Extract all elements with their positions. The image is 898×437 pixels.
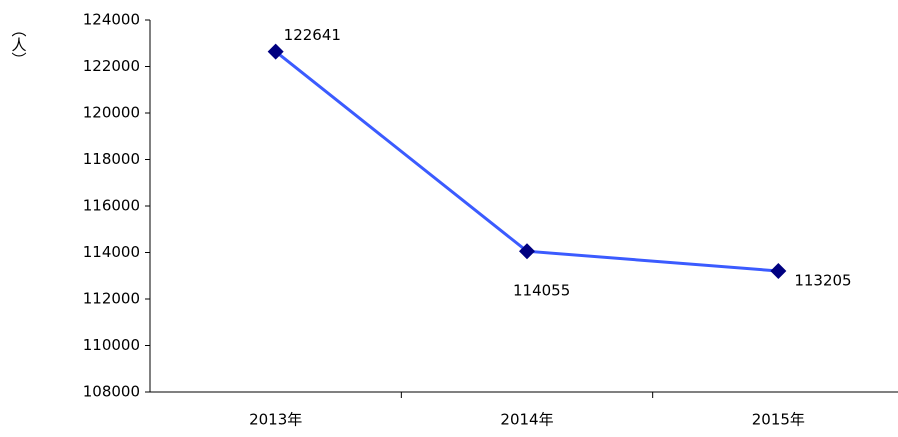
marker bbox=[519, 243, 535, 260]
y-tick-label: 108000 bbox=[83, 383, 140, 401]
y-tick-label: 122000 bbox=[83, 57, 140, 75]
y-tick-label: 116000 bbox=[83, 197, 140, 215]
x-tick-label: 2013年 bbox=[249, 411, 302, 429]
x-tick-label: 2014年 bbox=[500, 411, 553, 429]
y-tick-label: 120000 bbox=[83, 104, 140, 122]
marker bbox=[267, 43, 284, 60]
line bbox=[274, 50, 779, 273]
y-axis-label: （人） bbox=[10, 22, 28, 67]
marker bbox=[770, 262, 787, 279]
y-tick-label: 118000 bbox=[83, 150, 140, 168]
y-tick-label: 124000 bbox=[83, 11, 140, 29]
data-label: 122641 bbox=[284, 26, 341, 44]
y-tick-label: 112000 bbox=[83, 290, 140, 308]
data-label: 113205 bbox=[794, 271, 851, 289]
x-tick-label: 2015年 bbox=[752, 411, 805, 429]
y-tick-label: 110000 bbox=[83, 336, 140, 354]
data-label: 114055 bbox=[513, 282, 570, 300]
y-tick-label: 114000 bbox=[83, 243, 140, 261]
